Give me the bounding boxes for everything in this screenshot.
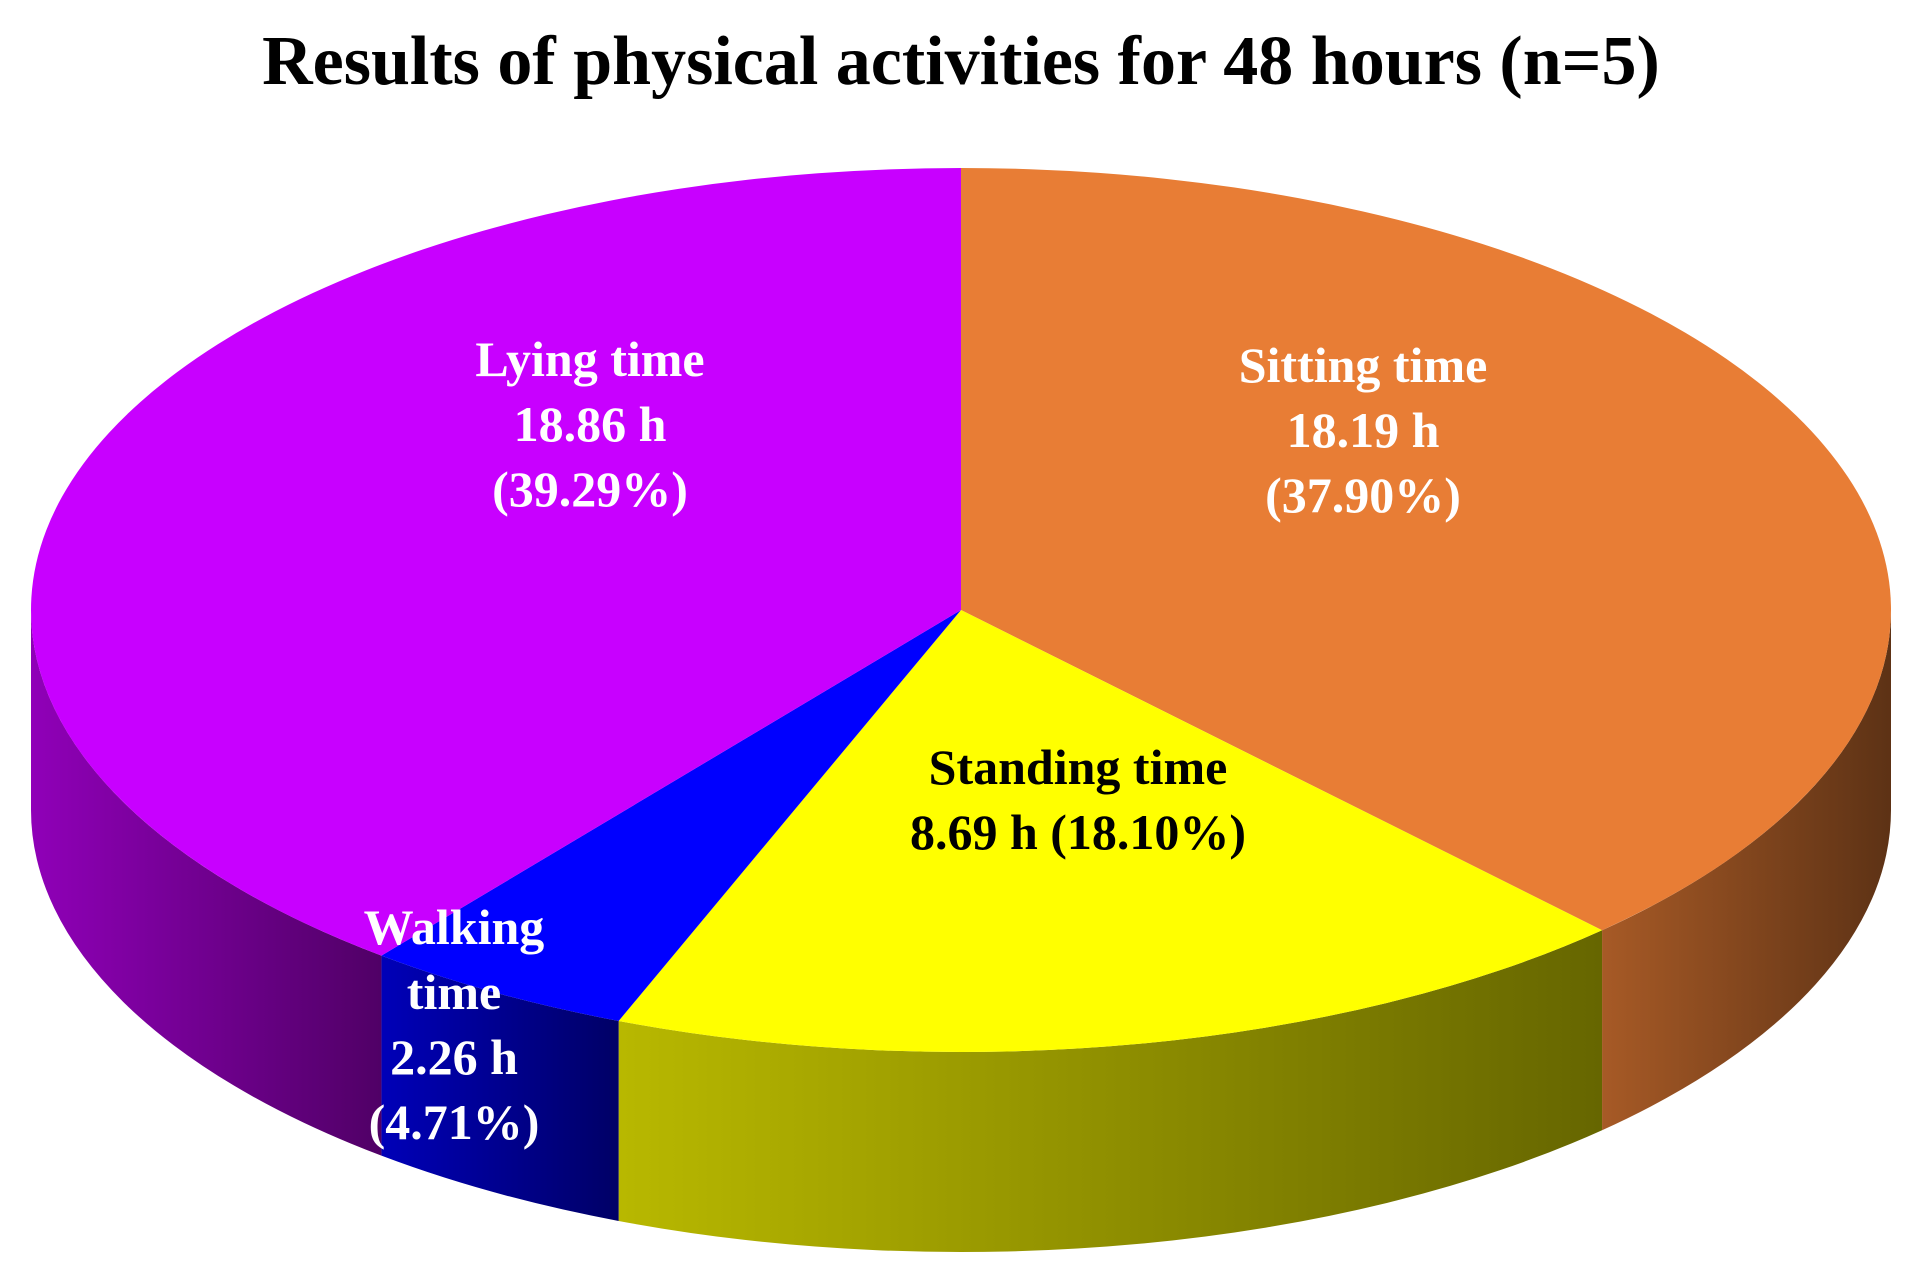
value-label: 2.26 h xyxy=(390,1029,518,1085)
value-label: 18.19 h xyxy=(1286,401,1440,458)
slice-side xyxy=(618,930,1603,1252)
value-line: 8.69 h (18.10%) xyxy=(910,800,1246,865)
data-label: Sitting time 18.19 h (37.90%) xyxy=(1153,280,1573,580)
percent-label: (39.29%) xyxy=(492,460,688,517)
slice-side xyxy=(31,610,382,1156)
value-label: 8.69 h xyxy=(909,804,1038,860)
category-label: Standing time xyxy=(928,739,1228,795)
slice xyxy=(381,610,961,1021)
data-label: Walking time 2.26 h (4.71%) xyxy=(354,875,554,1175)
category-label: Sitting time xyxy=(1238,336,1488,393)
data-label: Lying time 18.86 h (39.29%) xyxy=(380,274,800,574)
percent-label: (4.71%) xyxy=(368,1094,540,1150)
label-box: Sitting time 18.19 h (37.90%) xyxy=(1153,280,1573,580)
chart-title: Results of physical activities for 48 ho… xyxy=(262,23,1660,100)
slice xyxy=(618,610,1603,1052)
slice-side xyxy=(381,955,619,1221)
label-box: Standing time 8.69 h (18.10%) xyxy=(798,650,1358,950)
percent-label: (37.90%) xyxy=(1265,466,1461,523)
label-box: Lying time 18.86 h (39.29%) xyxy=(380,274,800,574)
category-label: Lying time xyxy=(475,330,705,387)
percent-label: (18.10%) xyxy=(1050,804,1247,860)
category-label: Walking time xyxy=(363,899,545,1020)
slice xyxy=(961,168,1892,931)
slice xyxy=(30,168,961,956)
slice-side xyxy=(1602,610,1891,1131)
label-box: Walking time 2.26 h (4.71%) xyxy=(354,875,554,1175)
value-label: 18.86 h xyxy=(513,395,667,452)
